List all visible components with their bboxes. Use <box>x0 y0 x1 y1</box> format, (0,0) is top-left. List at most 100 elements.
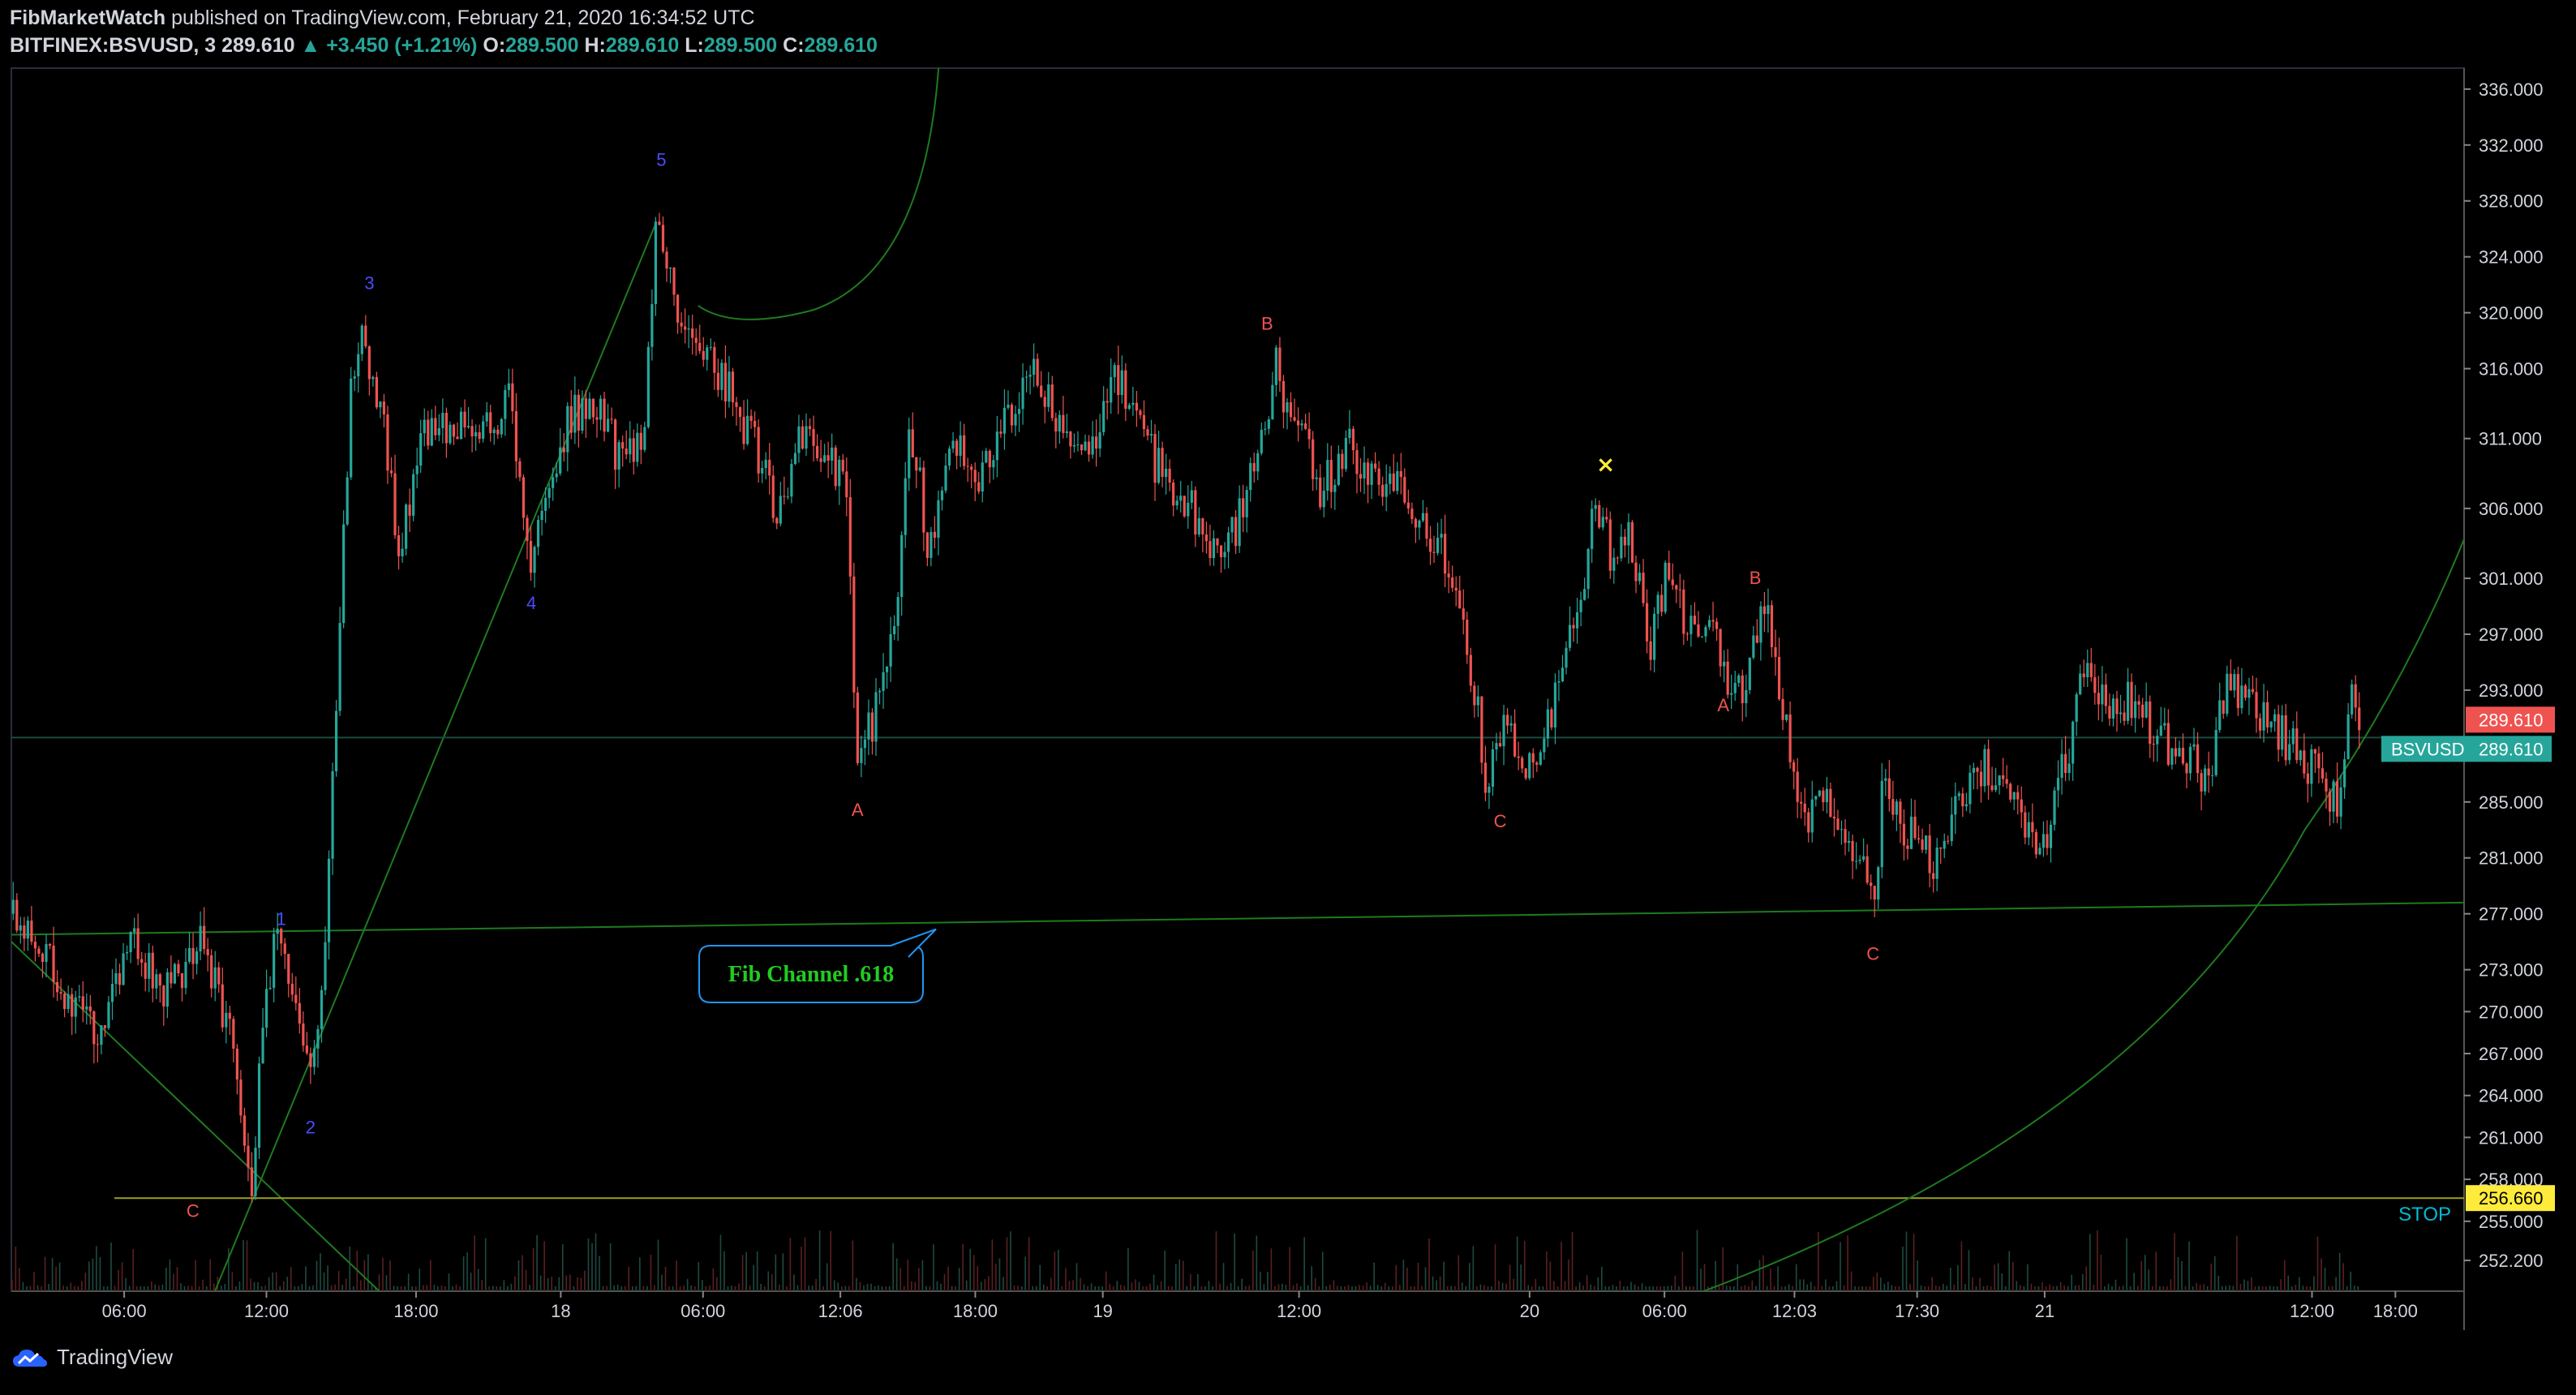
symbol-name[interactable]: BITFINEX:BSVUSD, 3 <box>10 34 217 57</box>
candle-body <box>2295 728 2299 761</box>
volume-bar <box>73 1286 75 1291</box>
volume-bar <box>1410 1286 1412 1291</box>
candle-body <box>478 431 481 439</box>
candle-body <box>55 981 59 993</box>
volume-bar <box>2313 1276 2315 1291</box>
volume-bar <box>1333 1280 1335 1291</box>
volume-bar <box>2265 1286 2267 1291</box>
candle-body <box>1135 402 1138 411</box>
candle-body <box>206 949 209 955</box>
publisher-name[interactable]: FibMarketWatch <box>10 6 166 29</box>
volume-bar <box>1718 1286 1720 1291</box>
candle-body <box>158 974 161 986</box>
volume-bar <box>657 1239 659 1291</box>
volume-bar <box>1876 1273 1878 1291</box>
candle-body <box>2332 781 2335 812</box>
volume-bar <box>510 1283 513 1291</box>
candle-body <box>1451 577 1454 588</box>
candle-body <box>1906 845 1909 849</box>
volume-bar <box>330 1285 333 1291</box>
volume-bar <box>1179 1259 1181 1291</box>
price-axis[interactable]: 336.000 332.000 328.000 324.000 320.000 316.0… <box>2464 79 2544 1271</box>
candle-body <box>2240 685 2243 709</box>
volume-bar <box>745 1251 747 1291</box>
volume-bar <box>2236 1235 2238 1291</box>
candle-body <box>2335 781 2339 817</box>
candle-body <box>852 576 856 693</box>
candle-body <box>283 943 286 955</box>
price-chart[interactable]: 1 2 3 4 5 C A B C A B C × 336.000 332.000 328.000 324.0… <box>0 0 2576 1330</box>
volume-bar <box>11 1279 13 1291</box>
candle-body <box>294 994 298 1003</box>
candle-body <box>1014 414 1017 426</box>
wave-label: 1 <box>277 908 286 929</box>
volume-bar <box>433 1285 436 1291</box>
candle-body <box>687 328 690 330</box>
volume-bar <box>1222 1263 1225 1291</box>
candle-body <box>1873 886 1876 900</box>
candle-body <box>2072 721 2075 764</box>
candle-body <box>1414 518 1418 528</box>
candle-body <box>74 997 77 1017</box>
symbol-badge-price: 289.610 <box>2479 739 2544 759</box>
volume-bar <box>1681 1251 1684 1291</box>
volume-bar <box>1234 1233 1235 1291</box>
candle-body <box>2351 684 2354 715</box>
volume-bar <box>981 1281 982 1291</box>
candle-body <box>2145 701 2148 718</box>
candle-body <box>815 445 819 459</box>
volume-bar <box>1215 1231 1217 1291</box>
candle-body <box>1142 414 1146 430</box>
x-tick-label: 18 <box>551 1301 570 1321</box>
candle-body <box>992 460 995 468</box>
fib-drawings[interactable] <box>11 67 2465 1292</box>
candle-body <box>1359 474 1363 479</box>
volume-bar <box>1909 1284 1911 1291</box>
candle-body <box>1814 796 1818 800</box>
candle-body <box>610 418 613 420</box>
y-tick-label: 332.000 <box>2479 135 2544 156</box>
candle-body <box>1385 483 1388 497</box>
volume-bar <box>951 1286 953 1291</box>
candle-body <box>654 221 658 304</box>
candle-body <box>911 429 914 457</box>
y-tick-label: 297.000 <box>2479 625 2544 645</box>
volume-bar <box>2093 1285 2095 1291</box>
volume-bar <box>323 1272 325 1291</box>
candle-body <box>221 984 224 1028</box>
volume-bar <box>782 1253 784 1291</box>
candle-body <box>1572 625 1575 629</box>
candle-body <box>2016 792 2020 800</box>
candle-body <box>896 597 899 626</box>
volume-bar <box>1065 1268 1067 1291</box>
volume-bar <box>1590 1284 1592 1291</box>
time-axis[interactable]: 06:00 12:00 18:00 18 06:00 12:06 18:00 19 12:00 2… <box>102 1291 2418 1321</box>
candle-body <box>749 415 753 421</box>
candle-body <box>1286 402 1289 413</box>
candle-body <box>713 346 716 373</box>
candle-body <box>96 1044 99 1045</box>
candle-body <box>327 858 331 942</box>
candle-body <box>1230 517 1234 533</box>
candle-body <box>702 350 705 360</box>
candle-body <box>2273 714 2277 722</box>
volume-bar <box>1972 1277 1973 1291</box>
candle-body <box>878 690 882 693</box>
volume-bar <box>275 1272 277 1291</box>
volume-bar <box>1135 1279 1136 1291</box>
volume-bar <box>187 1286 189 1291</box>
volume-bar <box>1472 1246 1475 1291</box>
volume-bar <box>749 1286 751 1291</box>
candle-body <box>1296 420 1300 426</box>
fib-channel-callout[interactable]: Fib Channel .618 <box>698 928 937 1003</box>
candle-body <box>1495 743 1498 749</box>
candle-body <box>107 1002 110 1028</box>
low-label: L: <box>685 34 704 57</box>
candle-body <box>838 459 841 487</box>
volume-bar <box>36 1285 39 1291</box>
volume-bar <box>437 1286 439 1291</box>
tradingview-logo[interactable]: TradingView <box>11 1345 173 1370</box>
candle-body <box>342 524 346 624</box>
volume-bar <box>1840 1242 1841 1291</box>
volume-bar <box>1050 1277 1052 1291</box>
